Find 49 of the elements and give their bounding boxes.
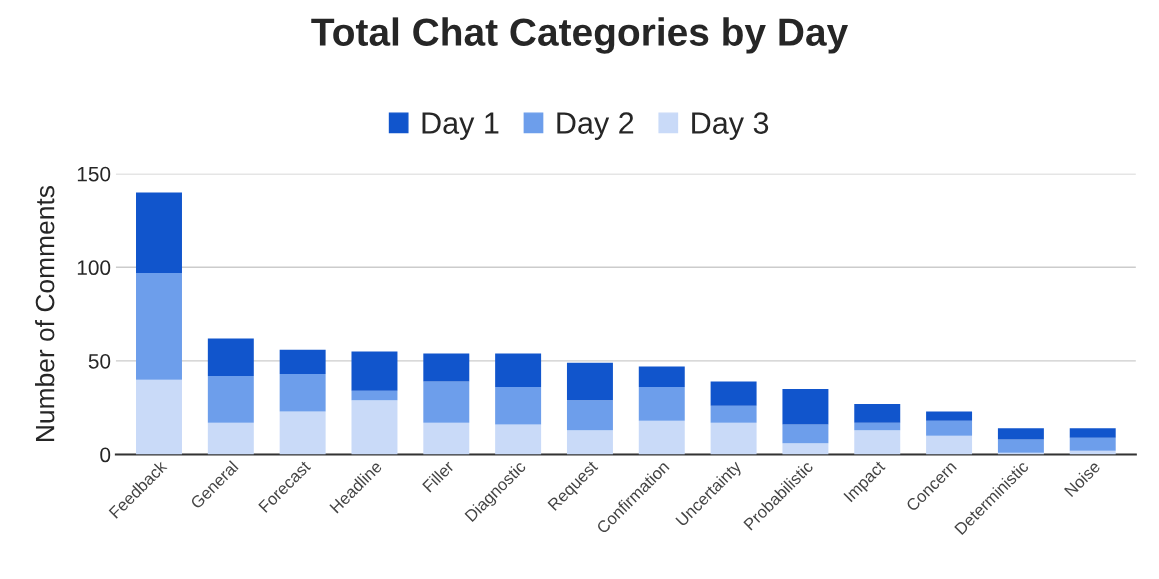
bar (566, 430, 613, 455)
bar (638, 420, 685, 455)
bar (1069, 428, 1116, 438)
bar (136, 272, 182, 380)
bar (351, 390, 398, 401)
bar (854, 403, 901, 423)
chart-title: Total Chat Categories by Day (311, 17, 848, 54)
bar (207, 422, 254, 455)
bar (495, 353, 542, 388)
bar (566, 400, 613, 431)
legend-label: Day 2 (557, 112, 634, 140)
bar (351, 351, 398, 391)
bar (279, 349, 326, 375)
bar (638, 387, 685, 421)
bar (926, 435, 973, 455)
bar (782, 443, 829, 455)
bar (279, 411, 326, 455)
bar (710, 381, 757, 406)
bar (710, 405, 757, 423)
bar (997, 439, 1044, 453)
y-tick-label: 0 (100, 447, 111, 463)
y-tick-label: 50 (88, 353, 111, 369)
bar (710, 422, 757, 455)
y-tick-label: 150 (77, 166, 111, 182)
bar (782, 424, 829, 444)
bar (136, 192, 182, 273)
bar (495, 424, 542, 455)
bar (279, 374, 326, 412)
y-tick-label: 100 (77, 260, 111, 276)
bar (566, 362, 613, 401)
bar (997, 428, 1044, 440)
bar (207, 375, 254, 423)
bar (423, 422, 470, 455)
bar (854, 422, 901, 431)
bar (854, 430, 901, 455)
bar (136, 379, 182, 455)
bar (782, 388, 829, 425)
legend-label: Day 1 (422, 112, 499, 140)
bar (638, 366, 685, 388)
bar (495, 387, 542, 425)
bar (926, 411, 973, 421)
bar (207, 338, 254, 376)
bar (351, 400, 398, 455)
bar (423, 353, 470, 382)
y-axis-title: Number of Comments (35, 186, 55, 441)
bar (423, 381, 470, 423)
bar (926, 420, 973, 436)
legend-label: Day 3 (692, 112, 769, 140)
bar (1069, 437, 1116, 451)
